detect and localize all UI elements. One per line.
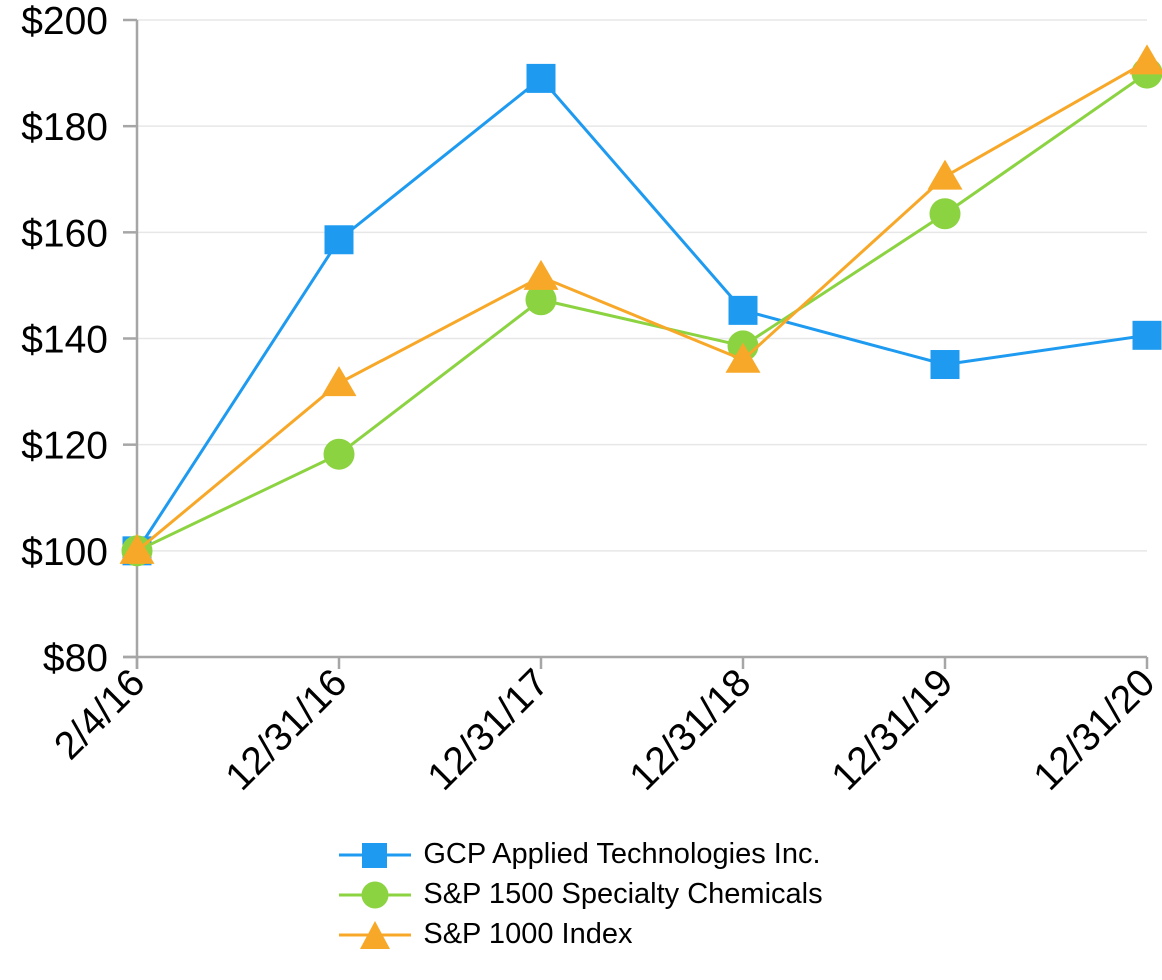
triangle-marker-s-p-1000-index [321,366,357,397]
legend-circle-icon [339,881,412,908]
x-tick-label: 12/31/18 [622,661,760,799]
triangle-marker-s-p-1000-index [927,159,963,190]
triangle-marker-s-p-1000-index [119,533,155,564]
y-tick-label: $200 [21,0,108,43]
legend-label: S&P 1500 Specialty Chemicals [423,878,823,910]
legend-item-s-p-1500-specialty-chemicals: S&P 1500 Specialty Chemicals [339,878,823,911]
y-tick-label: $160 [21,212,108,255]
triangle-marker-s-p-1000-index [725,342,761,373]
x-tick-label: 12/31/17 [420,661,558,799]
series-s-p-1500-specialty-chemicals [121,57,1162,567]
series-line-s-p-1500-specialty-chemicals [136,71,1148,553]
x-tick-label: 12/31/16 [218,661,356,799]
y-tick-label: $80 [43,637,108,680]
y-tick-label: $180 [21,106,108,149]
legend-square-marker [362,842,388,868]
y-tick-label: $120 [21,425,108,468]
square-marker-gcp-applied-technologies-inc [526,63,556,93]
square-marker-gcp-applied-technologies-inc [324,225,354,255]
legend-circle-marker [361,881,389,908]
y-tick-label: $100 [21,531,108,574]
series-gcp-applied-technologies-inc [122,63,1162,566]
series-line-gcp-applied-technologies-inc [135,76,1148,552]
square-marker-gcp-applied-technologies-inc [1132,320,1162,350]
series-line-s-p-1000-index [136,60,1148,552]
legend-triangle-marker [360,920,391,949]
square-marker-gcp-applied-technologies-inc [728,295,758,325]
legend-triangle-icon [339,920,412,949]
triangle-marker-s-p-1000-index [523,259,559,290]
legend-label: GCP Applied Technologies Inc. [423,838,821,870]
y-tick-label: $140 [21,319,108,362]
legend-label: S&P 1000 Index [423,918,633,950]
square-marker-gcp-applied-technologies-inc [930,350,960,380]
circle-marker-s-p-1500-specialty-chemicals [929,198,961,230]
x-tick-label: 12/31/20 [1026,661,1162,799]
legend-item-s-p-1000-index: S&P 1000 Index [339,918,822,951]
chart-legend: GCP Applied Technologies Inc. S&P 1500 Sp… [339,838,823,951]
triangle-marker-s-p-1000-index [1129,44,1162,75]
legend-square-icon [339,842,412,868]
circle-marker-s-p-1500-specialty-chemicals [323,438,355,470]
x-tick-label: 12/31/19 [824,661,962,799]
circle-marker-s-p-1500-specialty-chemicals [525,284,557,316]
series-s-p-1000-index [119,44,1162,564]
legend-item-gcp-applied-technologies-inc: GCP Applied Technologies Inc. [339,838,822,871]
